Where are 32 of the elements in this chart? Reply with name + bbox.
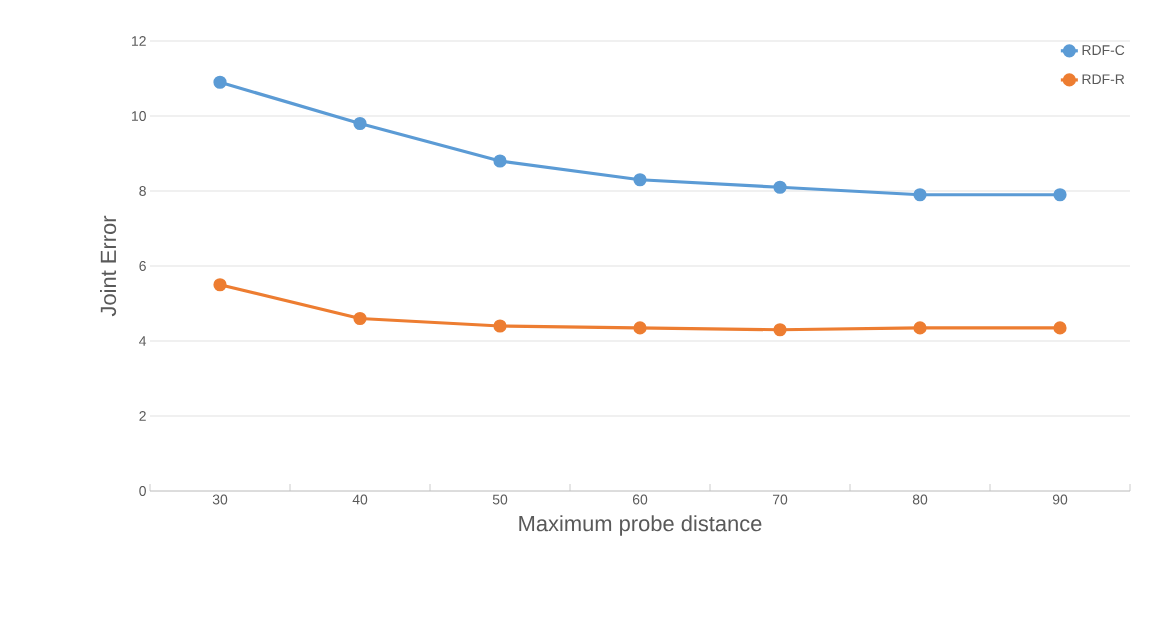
y-tick-label: 8 <box>139 186 146 196</box>
legend-label: RDF-C <box>1082 45 1125 56</box>
point <box>913 188 927 202</box>
point <box>493 319 507 333</box>
y-tick-label: 4 <box>139 336 147 346</box>
point <box>1053 321 1067 335</box>
point <box>213 278 227 292</box>
legend-label: RDF-R <box>1082 74 1125 84</box>
x-tick-label: 80 <box>912 494 928 505</box>
point <box>633 173 647 187</box>
y-tick-label: 12 <box>132 36 146 46</box>
x-tick-label: 70 <box>772 494 788 505</box>
x-tick-label: 30 <box>212 494 228 505</box>
point <box>353 311 367 326</box>
y-tick-label: 10 <box>132 111 146 121</box>
y-tick-label: 0 <box>139 486 146 496</box>
point <box>1053 188 1067 202</box>
x-tick-label: 50 <box>492 494 508 505</box>
point <box>213 75 227 89</box>
point <box>493 154 507 168</box>
y-tick-label: 2 <box>139 411 146 421</box>
point <box>913 321 927 335</box>
point <box>773 180 787 194</box>
x-tick-label: 60 <box>632 494 648 505</box>
x-tick-label: 90 <box>1052 494 1068 505</box>
y-axis-title: Joint Error <box>100 215 117 317</box>
x-tick-label: 40 <box>352 494 368 505</box>
point <box>353 116 367 131</box>
y-tick-label: 6 <box>139 261 146 271</box>
point <box>633 321 647 335</box>
x-axis-title: Maximum probe distance <box>519 515 762 536</box>
point <box>773 323 787 337</box>
